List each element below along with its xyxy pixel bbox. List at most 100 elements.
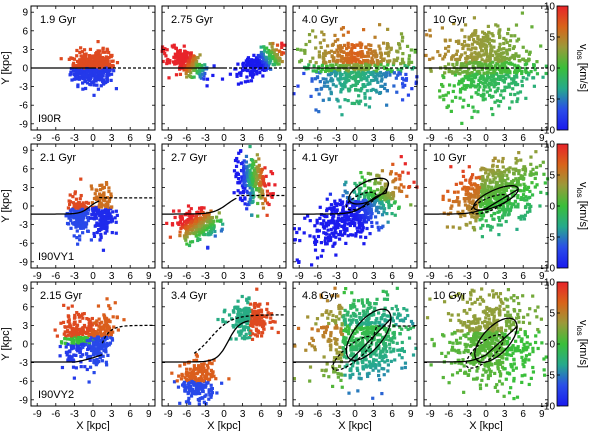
- particle-point: [254, 174, 259, 179]
- particle-point: [187, 209, 191, 214]
- particle-point: [92, 83, 97, 87]
- particle-point: [88, 68, 92, 72]
- particle-point: [505, 50, 509, 54]
- particle-point: [367, 192, 371, 196]
- particle-point: [464, 196, 468, 201]
- particle-point: [314, 46, 318, 50]
- particle-point: [502, 170, 507, 174]
- particle-point: [353, 221, 357, 225]
- particle-point: [482, 167, 486, 171]
- particle-point: [244, 178, 248, 182]
- particle-point: [353, 190, 357, 194]
- particle-point: [464, 85, 469, 89]
- particle-point: [488, 181, 492, 185]
- particle-point: [492, 77, 496, 81]
- particle-point: [515, 39, 519, 43]
- particle-point: [86, 215, 91, 220]
- particle-point: [65, 221, 70, 226]
- particle-point: [211, 73, 215, 78]
- particle-point: [361, 228, 365, 232]
- particle-point: [248, 186, 252, 190]
- particle-point: [74, 203, 78, 208]
- x-tick-label: 3: [371, 271, 377, 282]
- particle-point: [339, 58, 343, 62]
- particle-point: [373, 200, 378, 204]
- particle-point: [484, 178, 489, 182]
- particle-point: [197, 227, 201, 231]
- particle-point: [337, 46, 341, 50]
- particle-point: [390, 212, 394, 216]
- particle-point: [105, 79, 109, 84]
- particle-point: [383, 66, 387, 71]
- particle-point: [259, 53, 264, 57]
- particle-point: [483, 97, 487, 101]
- particle-point: [520, 84, 524, 88]
- particle-point: [498, 77, 502, 82]
- particle-point: [483, 191, 487, 195]
- particle-point: [525, 187, 529, 191]
- particle-point: [488, 196, 492, 201]
- particle-point: [68, 349, 72, 353]
- particle-point: [261, 52, 265, 56]
- particle-point: [483, 197, 488, 201]
- particle-point: [356, 203, 360, 207]
- particle-point: [353, 67, 357, 71]
- particle-point: [84, 222, 88, 227]
- particle-point: [100, 213, 104, 217]
- particle-point: [486, 83, 490, 87]
- particle-point: [65, 353, 69, 357]
- particle-point: [206, 246, 210, 250]
- particle-point: [101, 46, 105, 50]
- particle-point: [206, 216, 210, 220]
- particle-point: [292, 238, 296, 242]
- particle-point: [444, 93, 448, 97]
- particle-point: [354, 57, 358, 61]
- particle-point: [182, 54, 186, 58]
- particle-point: [467, 67, 471, 71]
- particle-point: [364, 103, 368, 107]
- particle-point: [313, 240, 317, 244]
- particle-point: [448, 38, 452, 42]
- particle-point: [105, 213, 109, 217]
- particle-point: [264, 68, 268, 72]
- particle-point: [505, 48, 509, 52]
- particle-point: [99, 332, 103, 336]
- particle-point: [506, 27, 511, 31]
- particle-point: [365, 67, 369, 71]
- particle-point: [535, 165, 539, 169]
- particle-point: [79, 360, 83, 364]
- y-tick-label: -6: [19, 239, 28, 250]
- particle-point: [91, 342, 96, 346]
- particle-point: [366, 218, 371, 222]
- particle-point: [270, 55, 274, 59]
- particle-point: [211, 222, 215, 226]
- particle-point: [98, 222, 102, 226]
- particle-point: [268, 60, 272, 64]
- particle-point: [183, 226, 188, 230]
- particle-point: [185, 54, 189, 58]
- particle-point: [460, 181, 464, 185]
- particle-point: [194, 224, 198, 229]
- particle-point: [318, 205, 322, 209]
- particle-point: [315, 239, 319, 244]
- particle-point: [184, 400, 189, 404]
- particle-point: [238, 149, 243, 153]
- particle-point: [496, 184, 500, 189]
- particle-point: [457, 41, 461, 45]
- particle-point: [72, 344, 76, 348]
- particle-point: [72, 57, 77, 61]
- particle-point: [359, 78, 363, 82]
- particle-point: [193, 222, 197, 226]
- particle-point: [200, 372, 205, 376]
- particle-cloud: [53, 297, 126, 384]
- particle-point: [447, 67, 452, 71]
- particle-point: [323, 239, 327, 243]
- particle-point: [373, 182, 377, 186]
- particle-point: [365, 226, 369, 231]
- particle-point: [500, 182, 504, 187]
- particle-point: [102, 62, 106, 66]
- particle-point: [449, 109, 453, 113]
- x-tick-label: 6: [127, 271, 133, 282]
- particle-point: [236, 62, 240, 66]
- particle-point: [66, 206, 71, 210]
